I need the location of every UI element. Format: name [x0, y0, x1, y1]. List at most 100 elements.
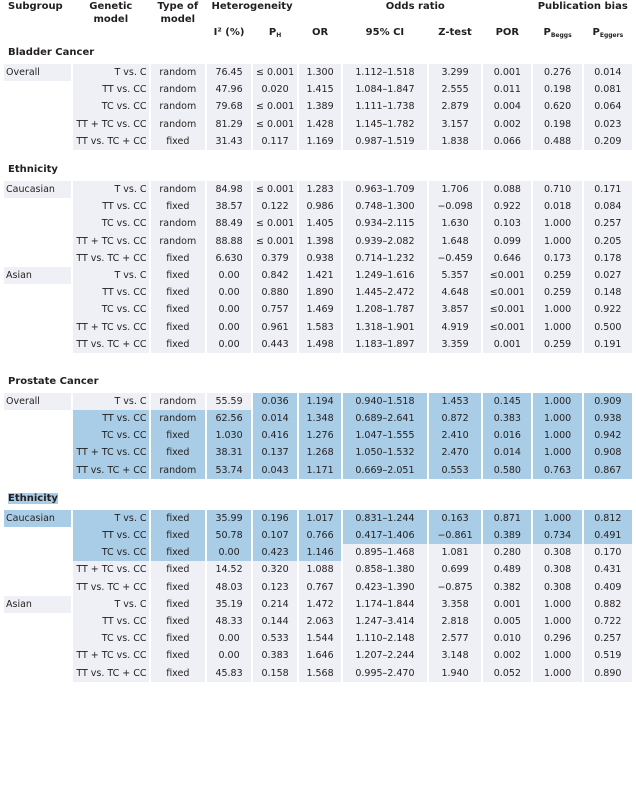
- por-cell: 0.016: [483, 427, 532, 445]
- z-test-cell: 2.410: [428, 427, 482, 445]
- subgroup-cell: Overall: [4, 392, 72, 410]
- p-eggers-cell: 0.023: [583, 115, 632, 133]
- z-test-cell: 4.648: [428, 284, 482, 302]
- ph-cell: ≤ 0.001: [253, 64, 298, 82]
- ci-cell: 1.145–1.782: [343, 115, 427, 133]
- table-row: TT vs. TC + CC fixed 6.630 0.379 0.938 0.714–…: [4, 249, 632, 267]
- z-test-cell: 3.857: [428, 301, 482, 319]
- table-row: TC vs. CC fixed 1.030 0.416 1.276 1.047–1.555…: [4, 427, 632, 445]
- ph-cell: 0.443: [253, 335, 298, 353]
- section-title-cell: Prostate Cancer: [4, 371, 632, 393]
- por-cell: 0.382: [483, 578, 532, 596]
- genetic-model-cell: T vs. C: [73, 392, 149, 410]
- subgroup-cell: [4, 579, 71, 596]
- z-test-cell: 1.706: [428, 180, 482, 199]
- p-beggs-cell: 1.000: [533, 318, 582, 336]
- ci-cell: 1.084–1.847: [343, 81, 427, 99]
- ci-cell: 1.112–1.518: [343, 64, 427, 82]
- z-test-cell: 2.470: [428, 444, 482, 462]
- ci-cell: 1.207–2.244: [343, 647, 427, 665]
- ph-cell: 0.320: [253, 561, 298, 579]
- or-cell: 1.498: [299, 335, 341, 353]
- or-cell: 1.544: [299, 630, 341, 648]
- subgroup-cell: [4, 98, 71, 115]
- ph-cell: 0.757: [253, 301, 298, 319]
- table-row: TT vs. TC + CC fixed 0.00 0.443 1.498 1.183–1…: [4, 335, 632, 353]
- or-cell: 1.300: [299, 64, 341, 82]
- model-type-cell: random: [150, 115, 206, 133]
- spacer-row: [4, 479, 632, 488]
- genetic-model-cell: TT + TC vs. CC: [73, 444, 149, 462]
- por-cell: 0.002: [483, 647, 532, 665]
- p-beggs-cell: 1.000: [533, 647, 582, 665]
- z-test-cell: 3.157: [428, 115, 482, 133]
- ci-cell: 1.111–1.738: [343, 98, 427, 116]
- section-title: Ethnicity: [8, 163, 58, 175]
- p-beggs-cell: 0.018: [533, 198, 582, 216]
- table-row: TT + TC vs. CC fixed 0.00 0.383 1.646 1.207–2…: [4, 647, 632, 665]
- genetic-model-cell: TT + TC vs. CC: [73, 561, 149, 579]
- ci-cell: 0.669–2.051: [343, 461, 427, 479]
- p-eggers-cell: 0.890: [583, 664, 632, 682]
- z-test-cell: 2.555: [428, 81, 482, 99]
- subgroup-cell: Caucasian: [4, 180, 72, 199]
- meta-analysis-table: Subgroup Genetic model Type of model Het…: [2, 0, 634, 682]
- subgroup-cell: [4, 318, 71, 335]
- subgroup-cell: [4, 198, 71, 215]
- p-beggs-cell: 0.308: [533, 544, 582, 562]
- spacer-row: [4, 353, 632, 362]
- subgroup-cell: Asian: [4, 266, 72, 285]
- model-type-cell: random: [150, 180, 206, 199]
- ph-cell: ≤ 0.001: [253, 98, 298, 116]
- model-type-cell: fixed: [150, 595, 206, 613]
- p-beggs-cell: 0.276: [533, 64, 582, 82]
- z-test-cell: −0.459: [428, 249, 482, 267]
- subgroup-cell: Caucasian: [4, 509, 72, 527]
- i2-cell: 53.74: [207, 461, 252, 479]
- subgroup-cell: [4, 81, 71, 98]
- i2-cell: 50.78: [207, 526, 252, 545]
- p-eggers-cell: 0.908: [583, 444, 632, 462]
- ci-cell: 0.987–1.519: [343, 132, 427, 150]
- p-beggs-cell: 1.000: [533, 444, 582, 462]
- subgroup-cell: [4, 116, 71, 133]
- ph-cell: 0.961: [253, 318, 298, 336]
- or-cell: 1.017: [299, 509, 341, 527]
- p-eggers-cell: 0.148: [583, 284, 632, 302]
- subgroup-cell: Overall: [4, 64, 72, 82]
- p-eggers-cell: 0.500: [583, 318, 632, 336]
- header-ci: 95% CI: [365, 27, 405, 38]
- section-title: Bladder Cancer: [8, 47, 95, 58]
- p-beggs-cell: 0.620: [533, 98, 582, 116]
- z-test-cell: 0.553: [428, 461, 482, 479]
- spacer-row: [4, 362, 632, 371]
- genetic-model-cell: TC vs. CC: [73, 301, 149, 319]
- subgroup-cell: [4, 444, 71, 461]
- por-cell: 0.001: [483, 335, 532, 353]
- subgroup-cell: [4, 215, 71, 232]
- header-por: POR: [495, 27, 520, 38]
- i2-cell: 45.83: [207, 664, 252, 682]
- i2-cell: 88.88: [207, 232, 252, 250]
- subgroup-cell: [4, 647, 71, 664]
- or-cell: 1.194: [299, 392, 341, 410]
- header-publication-bias: Publication bias: [537, 1, 628, 12]
- i2-cell: 88.49: [207, 215, 252, 233]
- model-type-cell: fixed: [150, 444, 206, 462]
- header-ph-sub: H: [276, 32, 282, 39]
- genetic-model-cell: TC vs. CC: [73, 98, 149, 116]
- model-type-cell: random: [150, 392, 206, 410]
- por-cell: 0.001: [483, 64, 532, 82]
- i2-cell: 1.030: [207, 427, 252, 445]
- i2-cell: 0.00: [207, 630, 252, 648]
- i2-cell: 48.03: [207, 578, 252, 596]
- por-cell: 0.066: [483, 132, 532, 150]
- ci-cell: 0.934–2.115: [343, 215, 427, 233]
- ci-cell: 0.963–1.709: [343, 180, 427, 199]
- header-type-of-model-line1: Type of: [157, 1, 199, 12]
- ph-cell: 0.416: [253, 427, 298, 445]
- por-cell: 0.088: [483, 180, 532, 199]
